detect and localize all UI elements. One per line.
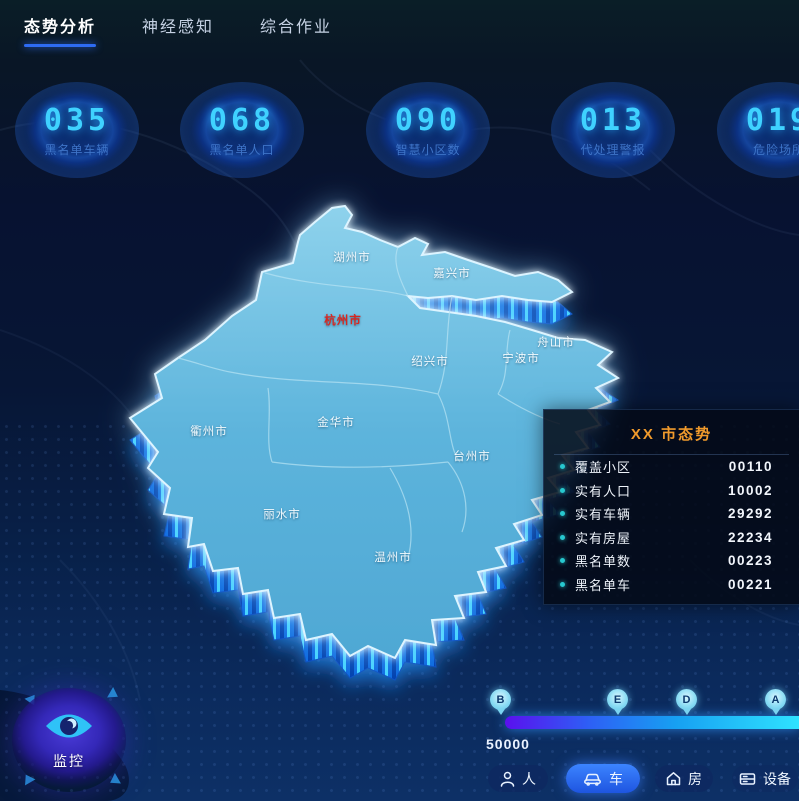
row-value: 22234 [727,529,773,545]
top-nav: 态势分析 神经感知 综合作业 [24,13,332,47]
filter-label: 人 [522,770,536,787]
slider-marker-e[interactable]: E [607,689,628,710]
panel-divider [554,454,789,455]
monitor-label: 监控 [53,752,85,769]
city-label-hangzhou-highlighted[interactable]: 杭州市 [324,315,362,327]
row-label: 覆盖小区 [575,460,632,476]
panel-row-blacklist-vehicles: 黑名单车 00221 [544,573,799,597]
panel-row-actual-houses: 实有房屋 22234 [544,526,799,550]
row-label: 实有人口 [575,483,632,499]
stat-value: 068 [208,102,276,138]
city-label-taizhou[interactable]: 台州市 [453,451,491,463]
city-label-jinhua[interactable]: 金华市 [317,417,355,429]
panel-row-blacklist-count: 黑名单数 00223 [544,549,799,573]
tab-neural-perception[interactable]: 神经感知 [142,19,215,36]
slider-marker-b[interactable]: B [490,689,511,710]
city-label-huzhou[interactable]: 湖州市 [333,252,371,264]
house-icon [666,772,681,786]
filter-label: 设备 [763,770,791,787]
city-label-zhoushan[interactable]: 舟山市 [537,337,575,349]
stat-value: 013 [579,102,647,138]
bullet-icon [560,487,565,493]
filter-label: 车 [609,770,623,787]
stat-label: 代处理警报 [580,142,646,157]
slider-track[interactable] [505,716,799,729]
city-label-quzhou[interactable]: 衢州市 [190,426,228,438]
bullet-icon [560,511,565,517]
stat-label: 危险场所 [752,142,799,157]
stat-smart-communities: 090 智慧小区数 [366,82,490,178]
city-label-jiaxing[interactable]: 嘉兴市 [433,268,471,280]
slider-marker-a[interactable]: A [765,689,786,710]
bullet-icon [560,534,565,540]
stat-label: 智慧小区数 [395,142,461,157]
panel-row-covered-communities: 覆盖小区 00110 [544,455,799,479]
row-value: 10002 [727,482,773,498]
tab-comprehensive-operations[interactable]: 综合作业 [260,19,333,36]
slider-value: 50000 [486,736,530,752]
panel-title: XX 市态势 [630,426,713,443]
stat-value: 090 [394,102,462,138]
row-value: 00223 [727,553,773,569]
row-label: 黑名单车 [575,577,632,593]
stat-circle-row: 035 黑名单车辆 068 黑名单人口 090 智慧小区数 013 代处理警报 … [0,82,799,182]
stat-label: 黑名单车辆 [44,142,110,157]
city-label-shaoxing[interactable]: 绍兴市 [411,356,449,368]
bullet-icon [560,464,565,470]
filter-label: 房 [688,770,702,787]
row-label: 实有房屋 [575,530,632,546]
stat-blacklist-population: 068 黑名单人口 [180,82,304,178]
map-city-boundaries [177,246,561,559]
row-value: 00110 [728,459,773,475]
panel-row-actual-population: 实有人口 10002 [544,479,799,503]
row-label: 黑名单数 [575,554,632,570]
panel-row-actual-vehicles: 实有车辆 29292 [544,502,799,526]
car-icon [584,773,601,786]
monitor-button[interactable]: 监控 [12,688,126,792]
person-icon [500,771,515,787]
stat-pending-alerts: 013 代处理警报 [551,82,675,178]
device-icon [739,772,756,785]
filter-car-button[interactable]: 车 [566,764,640,793]
eye-icon [43,710,95,747]
stat-label: 黑名单人口 [209,142,275,157]
filter-person-button[interactable]: 人 [488,765,548,792]
city-label-wenzhou[interactable]: 温州市 [374,552,412,564]
stat-value: 035 [43,102,111,138]
row-value: 29292 [727,506,773,522]
filter-device-button[interactable]: 设备 [732,765,798,792]
filter-house-button[interactable]: 房 [655,765,713,792]
stat-dangerous-places: 019 危险场所 [717,82,799,178]
row-value: 00221 [727,576,773,592]
stat-blacklist-vehicles: 035 黑名单车辆 [15,82,139,178]
tab-situation-analysis[interactable]: 态势分析 [24,13,96,47]
bullet-icon [560,558,565,564]
city-label-lishui[interactable]: 丽水市 [263,509,301,521]
stat-value: 019 [745,102,799,138]
slider-marker-d[interactable]: D [676,689,697,710]
city-situation-panel: XX 市态势 覆盖小区 00110 实有人口 10002 实有车辆 29292 … [543,409,799,605]
row-label: 实有车辆 [575,507,632,523]
city-label-ningbo[interactable]: 宁波市 [502,353,540,365]
bullet-icon [560,581,565,587]
